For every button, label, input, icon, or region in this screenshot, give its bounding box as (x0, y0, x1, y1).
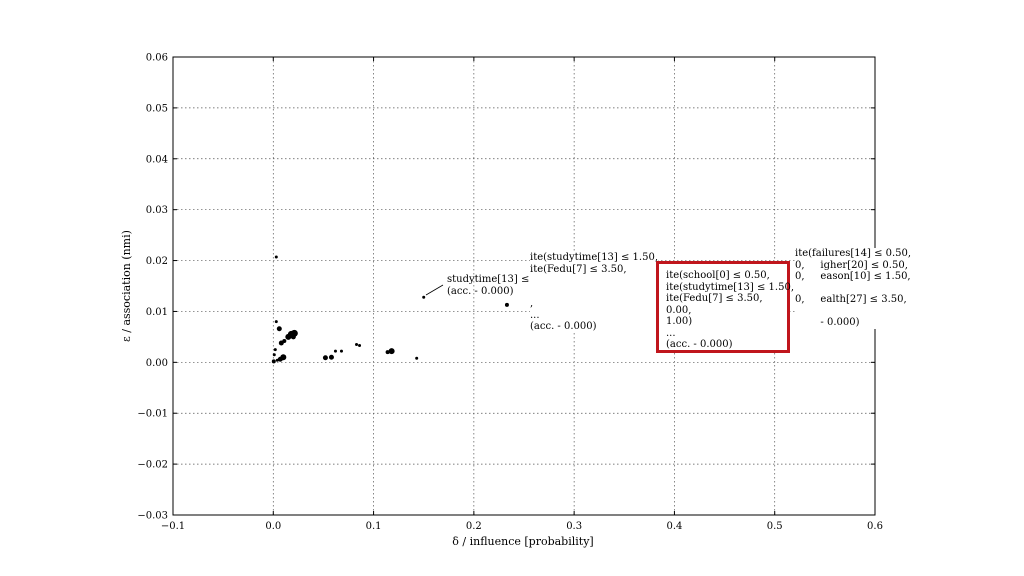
data-points (271, 255, 509, 364)
data-point (385, 350, 390, 355)
annotation-failures: ite(failures[14] ≤ 0.50, 0, igher[20] ≤ … (795, 248, 916, 329)
data-point (282, 338, 287, 343)
x-tick-label: 0.5 (767, 521, 783, 532)
y-tick-label: 0.03 (146, 205, 168, 216)
y-tick-label: −0.01 (137, 409, 168, 420)
annotation-leader-line (425, 284, 444, 296)
x-tick-label: 0.6 (867, 521, 883, 532)
data-point (415, 356, 419, 360)
data-point (274, 255, 278, 259)
data-point (272, 353, 276, 357)
highlighted-annotation-box: ite(school[0] ≤ 0.50, ite(studytime[13] … (656, 261, 794, 353)
y-tick-label: 0.06 (146, 53, 168, 64)
x-tick-label: 0.1 (366, 521, 382, 532)
data-point (355, 343, 359, 347)
data-point (422, 295, 426, 299)
y-axis-label: ε / association (nmi) (120, 230, 133, 342)
y-tick-label: 0.05 (146, 103, 168, 114)
data-point (388, 348, 395, 355)
x-tick-label: −0.1 (161, 521, 185, 532)
data-point (339, 349, 343, 353)
data-point (271, 359, 276, 364)
x-axis-label: δ / influence [probability] (452, 535, 593, 548)
y-axis-ticks: −0.03 −0.02 −0.01 0.00 0.01 0.02 0.03 0.04 0.05 0… (137, 53, 875, 522)
data-point (273, 348, 277, 352)
y-tick-label: 0.02 (146, 256, 168, 267)
x-tick-label: 0.4 (666, 521, 682, 532)
y-tick-label: −0.02 (137, 460, 168, 471)
data-point (276, 326, 282, 332)
annotation-studytime-fedu: ite(studytime[13] ≤ 1.50, ite(Fedu[7] ≤ … (530, 252, 659, 333)
x-tick-label: 0.2 (466, 521, 482, 532)
data-point (274, 320, 278, 324)
data-point (290, 334, 296, 340)
x-tick-label: 0.0 (265, 521, 281, 532)
x-tick-label: 0.3 (566, 521, 582, 532)
data-point (280, 354, 287, 361)
y-tick-label: 0.00 (146, 358, 168, 369)
data-point (322, 355, 328, 361)
data-point (328, 354, 334, 360)
y-tick-label: −0.03 (137, 511, 168, 522)
data-point (504, 302, 509, 307)
y-tick-label: 0.01 (146, 307, 168, 318)
y-tick-label: 0.04 (146, 154, 168, 165)
grid-lines (173, 57, 875, 515)
data-point (333, 349, 337, 353)
x-axis-ticks: −0.1 0.0 0.1 0.2 0.3 0.4 0.5 0.6 (161, 57, 883, 532)
data-point (358, 344, 362, 348)
